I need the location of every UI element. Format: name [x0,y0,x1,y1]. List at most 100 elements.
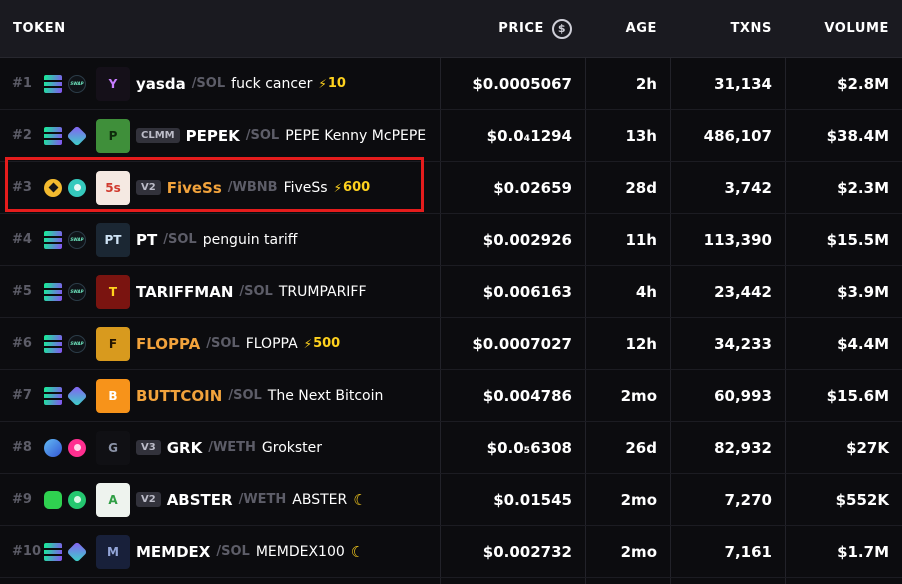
txns-cell: 60,993 [670,370,785,421]
table-row[interactable]: #5 SWAP T TARIFFMAN /SOL TRUMPARIFF ⚡ ☾ … [0,266,902,318]
col-header-volume-label: VOLUME [824,21,889,36]
txns-cell [670,578,785,584]
col-header-price-label: PRICE [498,21,544,36]
dex-swap-label: SWAP [70,81,84,86]
token-table-body: #1 SWAP Y yasda /SOL fuck cancer ⚡10 ☾ $… [0,58,902,584]
token-cell: #7 SWAP B BUTTCOIN /SOL The Next Bitcoin… [0,370,440,421]
chain-icon [44,126,62,145]
dex-swap-label: SWAP [70,341,84,346]
chain-icon [44,178,62,197]
token-name: TRUMPARIFF [278,283,367,300]
token-name: penguin tariff [202,231,298,248]
token-name: Grokster [261,439,323,456]
token-avatar: F [96,326,130,361]
token-cell: #2 SWAP P CLMM PEPEK /SOL PEPE Kenny McP… [0,110,440,161]
quote-pair-label: /SOL [206,336,240,351]
table-row[interactable]: #8 SWAP G V3 GRK /WETH Grokster ⚡ ☾ $0.0… [0,422,902,474]
rank-label: #1 [12,76,32,91]
token-avatar: A [96,482,130,517]
token-avatar: B [96,378,130,413]
txns-cell: 3,742 [670,162,785,213]
rank-label: #6 [12,336,32,351]
rank-label: #5 [12,284,32,299]
token-avatar: PT [96,222,130,257]
age-cell: 12h [585,318,670,369]
dex-swap-label: SWAP [70,289,84,294]
boost-badge: ⚡ 500 [304,336,341,351]
token-cell: #4 SWAP PT PT /SOL penguin tariff ⚡ ☾ [0,214,440,265]
col-header-volume[interactable]: VOLUME [785,21,902,36]
token-name: fuck cancer [231,75,313,92]
quote-pair-label: /WETH [238,492,287,507]
token-avatar: M [96,534,130,569]
pool-version-badge: V2 [136,492,161,507]
col-header-token-label: TOKEN [13,21,66,36]
col-header-txns[interactable]: TXNS [670,21,785,36]
token-name: FLOPPA [245,335,298,352]
token-symbol: GRK [166,438,203,457]
price-cell: $0.02659 [440,162,585,213]
price-cell: $0.0₄1294 [440,110,585,161]
usd-toggle-icon[interactable]: $ [552,18,572,39]
price-cell: $0.0₅6308 [440,422,585,473]
token-symbol: PT [136,230,158,249]
token-symbol: MEMDEX [136,542,211,561]
rank-label: #9 [12,492,32,507]
txns-cell: 82,932 [670,422,785,473]
moon-icon: ☾ [350,542,365,561]
txns-cell: 23,442 [670,266,785,317]
price-cell: $0.01545 [440,474,585,525]
col-header-token[interactable]: TOKEN [0,21,440,36]
quote-pair-label: /WETH [208,440,256,455]
table-row[interactable]: #3 SWAP 5s V2 FiveSs /WBNB FiveSs ⚡600 ☾… [0,162,902,214]
token-avatar: Y [96,66,130,101]
token-cell: #10 SWAP M MEMDEX /SOL MEMDEX100 ⚡ ☾ [0,526,440,577]
boost-count: 500 [313,336,341,351]
chain-icon [44,542,62,561]
dex-icon: SWAP [68,178,86,197]
txns-cell: 7,161 [670,526,785,577]
age-cell: 11h [585,214,670,265]
table-row[interactable]: #10 SWAP M MEMDEX /SOL MEMDEX100 ⚡ ☾ $0.… [0,526,902,578]
col-header-price[interactable]: PRICE $ [440,18,585,39]
age-cell: 2h [585,58,670,109]
table-row[interactable]: #7 SWAP B BUTTCOIN /SOL The Next Bitcoin… [0,370,902,422]
token-cell: #9 SWAP A V2 ABSTER /WETH ABSTER ⚡ ☾ [0,474,440,525]
lightning-icon: ⚡ [303,336,313,351]
chain-icon [44,386,62,405]
dex-icon: SWAP [66,541,88,562]
token-avatar: G [96,430,130,465]
token-symbol: yasda [136,74,186,93]
token-cell: #3 SWAP 5s V2 FiveSs /WBNB FiveSs ⚡600 ☾ [0,162,440,213]
col-header-age[interactable]: AGE [585,21,670,36]
table-row[interactable]: #6 SWAP F FLOPPA /SOL FLOPPA ⚡500 ☾ $0.0… [0,318,902,370]
chain-icon [44,438,62,457]
pool-version-badge: V2 [136,180,161,195]
token-name: ABSTER [292,491,348,508]
table-row[interactable]: #4 SWAP PT PT /SOL penguin tariff ⚡ ☾ $0… [0,214,902,266]
volume-cell: $552K [785,474,902,525]
volume-cell: $38.4M [785,110,902,161]
quote-pair-label: /SOL [216,544,250,559]
rank-label: #7 [12,388,32,403]
token-avatar: T [96,274,130,309]
token-symbol: PEPEK [185,126,240,145]
table-row[interactable]: #1 SWAP Y yasda /SOL fuck cancer ⚡10 ☾ $… [0,58,902,110]
token-name: FiveSs [283,179,328,196]
token-symbol: BUTTCOIN [136,386,223,405]
age-cell: 4h [585,266,670,317]
token-cell: #1 SWAP Y yasda /SOL fuck cancer ⚡10 ☾ [0,58,440,109]
price-cell: $0.0007027 [440,318,585,369]
table-header: TOKEN PRICE $ AGE TXNS VOLUME [0,0,902,58]
table-row[interactable]: #2 SWAP P CLMM PEPEK /SOL PEPE Kenny McP… [0,110,902,162]
price-cell: $0.004786 [440,370,585,421]
table-row[interactable]: SWAP ⚡ ☾ [0,578,902,584]
boost-badge: ⚡ 10 [318,76,346,91]
age-cell: 26d [585,422,670,473]
rank-label: #3 [12,180,32,195]
token-cell: #8 SWAP G V3 GRK /WETH Grokster ⚡ ☾ [0,422,440,473]
table-row[interactable]: #9 SWAP A V2 ABSTER /WETH ABSTER ⚡ ☾ $0.… [0,474,902,526]
price-cell: $0.0005067 [440,58,585,109]
quote-pair-label: /WBNB [227,180,278,195]
